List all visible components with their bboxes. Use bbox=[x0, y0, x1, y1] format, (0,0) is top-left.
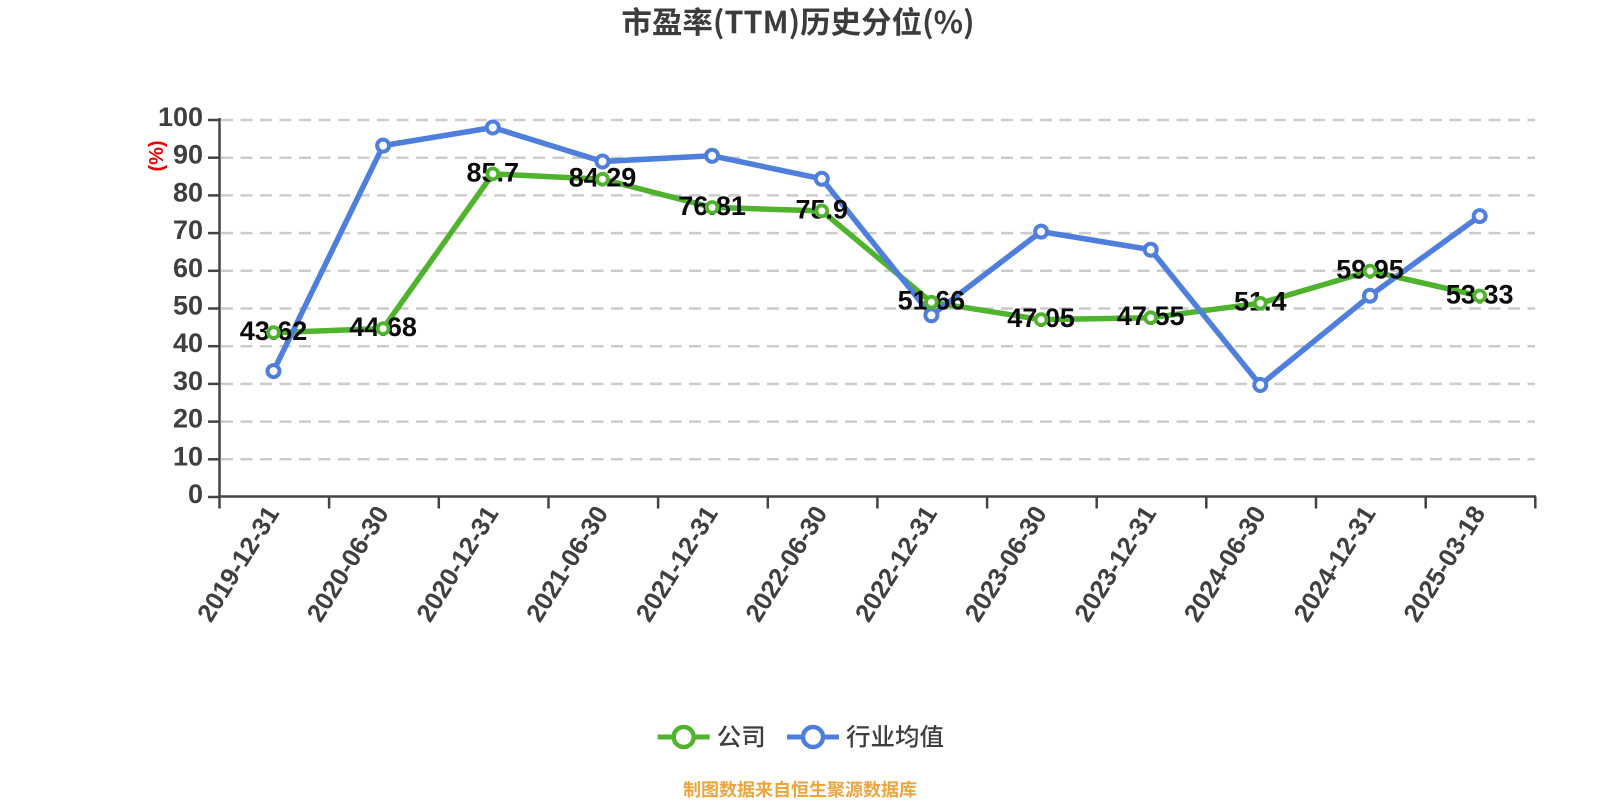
svg-text:60: 60 bbox=[173, 253, 203, 283]
svg-text:2022-06-30: 2022-06-30 bbox=[740, 501, 833, 626]
svg-text:2022-12-31: 2022-12-31 bbox=[850, 501, 943, 626]
svg-text:0: 0 bbox=[188, 479, 203, 509]
svg-text:2024-06-30: 2024-06-30 bbox=[1179, 501, 1272, 626]
svg-text:(%): (%) bbox=[146, 140, 168, 171]
svg-text:40: 40 bbox=[173, 328, 203, 358]
svg-text:2020-06-30: 2020-06-30 bbox=[302, 501, 395, 626]
svg-text:50: 50 bbox=[173, 291, 203, 321]
svg-text:2023-12-31: 2023-12-31 bbox=[1069, 501, 1162, 626]
svg-text:2024-12-31: 2024-12-31 bbox=[1289, 501, 1382, 626]
svg-text:90: 90 bbox=[173, 140, 203, 170]
svg-text:80: 80 bbox=[173, 177, 203, 207]
svg-text:2025-03-18: 2025-03-18 bbox=[1398, 501, 1491, 626]
svg-text:70: 70 bbox=[173, 215, 203, 245]
svg-text:2019-12-31: 2019-12-31 bbox=[192, 501, 285, 626]
svg-text:10: 10 bbox=[173, 441, 203, 471]
svg-text:2020-12-31: 2020-12-31 bbox=[412, 501, 505, 626]
svg-text:20: 20 bbox=[173, 404, 203, 434]
svg-text:2023-06-30: 2023-06-30 bbox=[960, 501, 1053, 626]
svg-text:30: 30 bbox=[173, 366, 203, 396]
svg-text:2021-06-30: 2021-06-30 bbox=[521, 501, 614, 626]
svg-text:100: 100 bbox=[158, 102, 203, 132]
svg-text:2021-12-31: 2021-12-31 bbox=[631, 501, 724, 626]
